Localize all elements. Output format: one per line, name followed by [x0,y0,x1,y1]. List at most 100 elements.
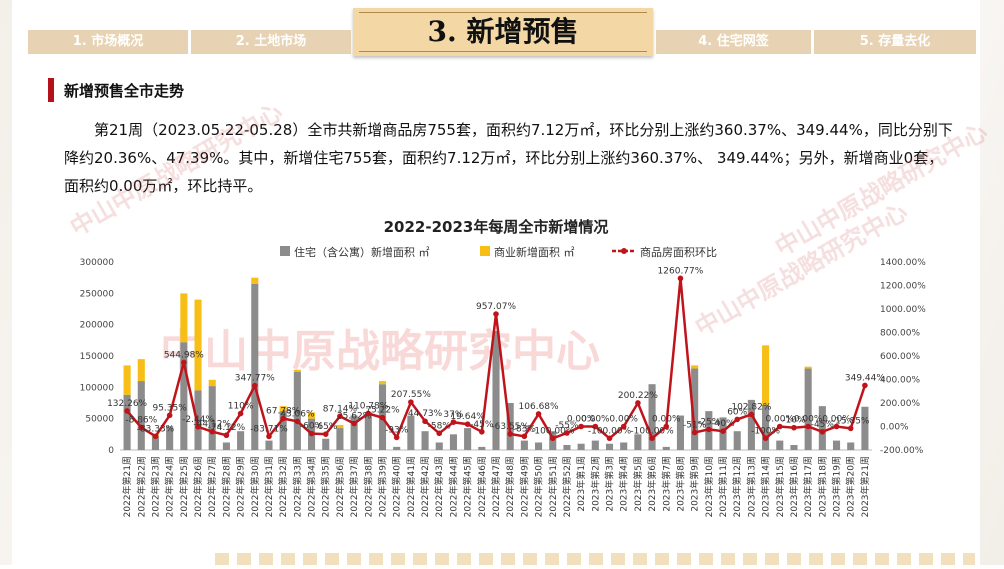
residential-bar [464,428,472,450]
commercial-bar [804,366,812,369]
y-left-tick: 50000 [85,415,114,425]
y-left-tick: 0 [108,446,114,456]
ratio-point [748,411,755,418]
y-right-tick: 600.00% [880,352,920,362]
tab-residential-signing[interactable]: 4. 住宅网签 [656,30,811,54]
ratio-point [805,423,811,430]
residential-bar [591,440,599,450]
x-tick-label: 2023年第10周 [703,456,715,517]
ratio-point [209,428,216,435]
x-tick-label: 2022年第37周 [348,456,360,517]
legend-marker-2 [621,248,627,254]
commercial-bar [762,345,770,405]
commercial-bar [691,365,699,369]
legend-swatch-1 [480,246,490,256]
x-tick-label: 2023年第4周 [618,456,630,512]
x-tick-label: 2022年第25周 [178,456,190,517]
x-tick-label: 2022年第29周 [235,456,247,517]
x-tick-label: 2023年第1周 [575,456,587,512]
commercial-bar [180,293,188,343]
ratio-data-label: -58% [428,421,452,431]
legend-label-0: 住宅（含公寓）新增面积 ㎡ [294,245,430,259]
x-tick-label: 2023年第20周 [845,456,857,517]
x-tick-label: 2022年第22周 [135,456,147,517]
ratio-data-label: -65% [314,422,338,432]
y-left-tick: 100000 [80,383,115,393]
x-tick-label: 2023年第7周 [660,456,672,512]
residential-bar [662,446,670,450]
ratio-point [365,410,372,417]
y-right-tick: 1200.00% [880,282,926,292]
tab-inventory[interactable]: 5. 存量去化 [814,30,976,54]
ratio-data-label: 0.00% [581,415,610,425]
residential-bar [790,444,798,450]
tab-market-overview[interactable]: 1. 市场概况 [28,30,188,54]
ratio-point [791,424,797,431]
x-tick-label: 2022年第32周 [277,456,289,517]
ratio-data-label: 44.73% [408,409,443,419]
ratio-data-label: -83.71% [250,424,288,434]
ratio-data-label: 0.00% [765,415,794,425]
ratio-data-label: -63.55% [491,422,529,432]
residential-bar [492,330,500,450]
residential-bar [747,399,755,450]
ratio-data-label: 106.68% [519,402,559,412]
ratio-point [280,415,286,422]
tab-land-market[interactable]: 2. 土地市场 [191,30,351,54]
y-left-tick: 200000 [80,321,115,331]
residential-bar [194,390,202,450]
ratio-point [578,423,584,430]
ratio-data-label: 75.22% [365,406,400,416]
residential-bar [847,442,855,450]
ratio-data-label: -45% [811,420,835,430]
x-tick-label: 2022年第51周 [547,456,559,517]
residential-bar [648,384,656,450]
commercial-bar [251,277,259,284]
residential-bar [180,342,188,450]
y-right-tick: -200.00% [880,446,924,456]
ratio-point [776,423,783,430]
ratio-point [393,434,400,441]
y-right-tick: 400.00% [880,376,920,386]
x-tick-label: 2022年第30周 [249,456,261,517]
ratio-data-label: 43.06% [280,409,315,419]
section-tabbar: 1. 市场概况 2. 土地市场 4. 住宅网签 5. 存量去化 [28,30,976,54]
tab-new-presale[interactable]: 3. 新增预售 [353,8,653,56]
legend-label-2: 商品房面积环比 [640,245,717,259]
x-tick-label: 2023年第21周 [859,456,871,517]
ratio-point [847,425,854,432]
ratio-data-label: -15.85% [832,416,870,426]
ratio-point [450,419,457,425]
ratio-point [223,432,230,439]
ratio-point [308,430,315,437]
ratio-data-label: 19.64% [450,412,485,422]
x-tick-label: 2022年第35周 [320,456,332,517]
ratio-data-label: -8.86% [125,416,157,426]
x-tick-label: 2023年第16周 [788,456,800,517]
ratio-data-label: 95.35% [152,403,187,413]
y-right-tick: 1400.00% [880,258,926,268]
residential-bar [605,443,614,450]
ratio-point [464,421,471,427]
residential-bar [364,412,372,450]
weekly-presale-chart: 2022-2023年每周全市新增情况 住宅（含公寓）新增面积 ㎡ 商业新增面积 ㎡ 商… [60,212,960,565]
commercial-bar [123,365,131,395]
x-tick-label: 2023年第19周 [831,456,843,517]
ratio-data-label: 957.07% [476,302,516,312]
ratio-data-label: 110% [228,402,254,412]
y-right-tick: 800.00% [880,329,920,339]
x-tick-label: 2022年第47周 [490,456,502,517]
ratio-data-label: 25.62% [337,411,372,421]
residential-bar [733,431,741,450]
residential-bar [293,371,301,450]
commercial-bar [194,299,202,391]
ratio-point [734,416,741,423]
ratio-point [833,423,840,430]
y-right-tick: 200.00% [880,399,920,409]
section-marker [48,78,54,102]
residential-bar [478,446,486,450]
y-left-tick: 300000 [80,258,115,268]
x-tick-label: 2022年第42周 [419,456,431,517]
commercial-bar [308,412,316,419]
ratio-point [322,431,329,437]
